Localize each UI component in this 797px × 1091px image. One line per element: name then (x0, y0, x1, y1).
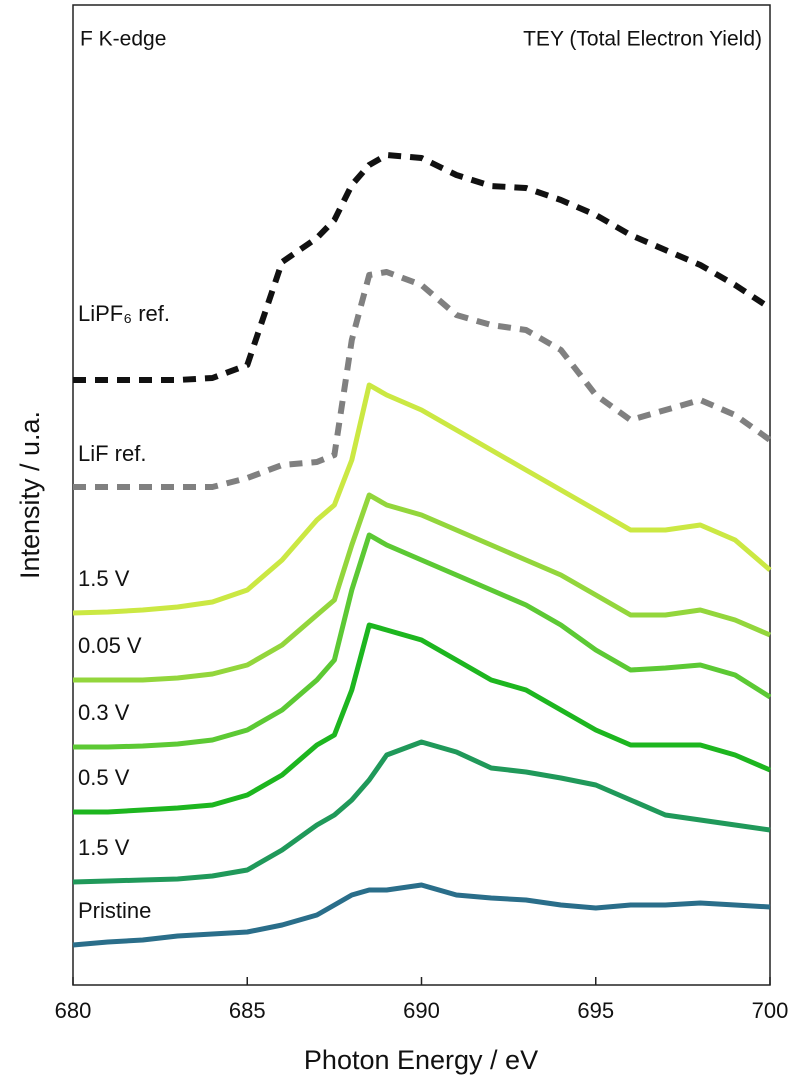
series-label: Pristine (78, 898, 151, 923)
annotation: F K-edge (80, 28, 166, 51)
x-tick-label: 680 (55, 998, 92, 1023)
x-tick-label: 685 (229, 998, 266, 1023)
x-tick-label: 690 (403, 998, 440, 1023)
series-line (73, 622, 771, 815)
series-label: 0.05 V (78, 633, 142, 658)
series-label: 0.3 V (78, 700, 130, 725)
y-axis-label: Intensity / u.a. (15, 411, 45, 579)
plot-frame (72, 4, 771, 986)
series-line (73, 532, 772, 750)
series-line (73, 492, 771, 683)
x-tick-label: 695 (577, 998, 614, 1023)
series-label: 1.5 V (78, 566, 130, 591)
series-line (73, 152, 772, 383)
x-tick-label: 700 (752, 998, 789, 1023)
series-label: LiPF₆ ref. (78, 301, 170, 326)
series-line (72, 882, 771, 948)
series-label: 0.5 V (78, 765, 130, 790)
annotation: TEY (Total Electron Yield) (523, 28, 762, 51)
series-label: 1.5 V (78, 835, 130, 860)
series-label: LiF ref. (78, 441, 146, 466)
series-line (73, 269, 772, 490)
x-axis-label: Photon Energy / eV (304, 1045, 538, 1075)
series-line (72, 739, 771, 885)
series-line (72, 382, 772, 616)
